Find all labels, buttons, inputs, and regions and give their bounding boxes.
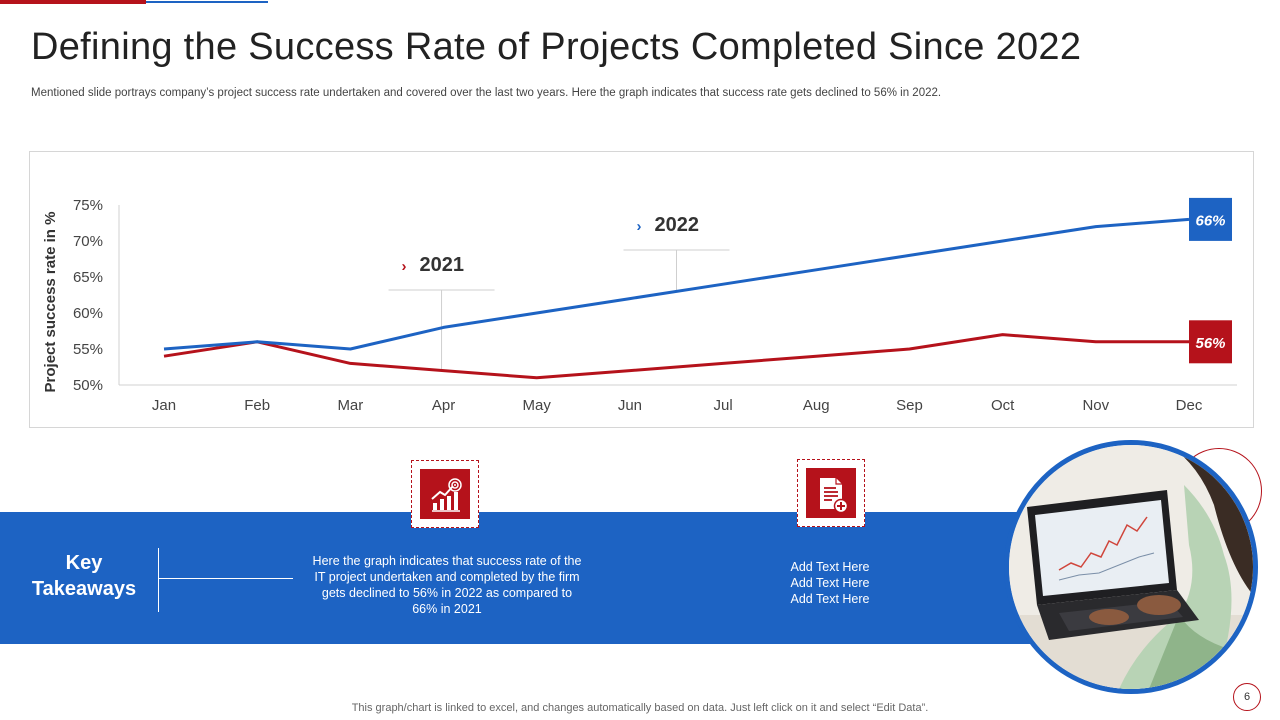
x-tick-label: Feb <box>244 397 270 414</box>
x-tick-label: Sep <box>896 397 923 414</box>
document-add-icon <box>820 478 849 514</box>
x-tick-label: Jun <box>618 397 642 414</box>
y-axis-title: Project success rate in % <box>42 212 59 393</box>
x-tick-label: Nov <box>1082 397 1109 414</box>
x-tick-label: May <box>523 397 552 414</box>
top-accent-red <box>0 0 146 4</box>
end-label-2022: 66% <box>1195 212 1225 229</box>
growth-icon-card <box>411 460 479 528</box>
series-label-2021: 2021 <box>420 254 465 276</box>
y-tick-label: 60% <box>73 305 103 322</box>
x-tick-label: Apr <box>432 397 455 414</box>
line-chart[interactable]: Project success rate in % 50% 55% 60% 65% 70… <box>30 152 1255 429</box>
divider-horizontal <box>159 578 293 579</box>
x-tick-label: Oct <box>991 397 1015 414</box>
x-tick-label: Jan <box>152 397 176 414</box>
x-tick-label: Mar <box>337 397 363 414</box>
laptop-illustration <box>1009 445 1253 689</box>
key-takeaways-heading: Key Takeaways <box>26 550 142 602</box>
x-tick-label: Dec <box>1176 397 1203 414</box>
callout-chevron-icon: › <box>402 258 407 275</box>
top-accent-blue <box>146 1 268 3</box>
slide-title: Defining the Success Rate of Projects Co… <box>31 26 1082 68</box>
y-tick-label: 55% <box>73 341 103 358</box>
takeaway-line: Add Text Here <box>790 576 870 590</box>
series-line-2021[interactable] <box>163 333 1189 380</box>
x-tick-label: Jul <box>713 397 732 414</box>
key-takeaways-heading-line1: Key <box>65 552 103 574</box>
takeaway-text-1: Here the graph indicates that success ra… <box>312 554 582 616</box>
series-label-2022: 2022 <box>655 214 700 236</box>
callout-chevron-icon: › <box>637 218 642 235</box>
photo-laptop-user <box>1004 440 1258 694</box>
y-tick-label: 50% <box>73 377 103 394</box>
page-number: 6 <box>1233 683 1261 711</box>
takeaway-line: Add Text Here <box>790 560 870 574</box>
end-label-2021: 56% <box>1195 335 1225 352</box>
slide-subtitle: Mentioned slide portrays company’s proje… <box>31 87 942 99</box>
footer-note: This graph/chart is linked to excel, and… <box>351 702 929 714</box>
x-tick-label: Aug <box>803 397 830 414</box>
divider-vertical <box>158 548 159 612</box>
series-line-2022[interactable] <box>163 217 1190 351</box>
key-takeaways-heading-line2: Takeaways <box>31 578 137 600</box>
y-tick-label: 65% <box>73 269 103 286</box>
end-label-box-2022 <box>1189 197 1232 241</box>
chart-frame[interactable]: Project success rate in % 50% 55% 60% 65% 70… <box>29 151 1254 428</box>
growth-chart-icon <box>431 478 462 512</box>
document-icon-card <box>797 459 865 527</box>
takeaway-line: Add Text Here <box>790 592 870 606</box>
end-label-box-2021 <box>1189 320 1232 364</box>
y-tick-label: 75% <box>73 197 103 214</box>
takeaway-text-2: Add Text Here Add Text Here Add Text Her… <box>760 559 900 607</box>
y-tick-label: 70% <box>73 233 103 250</box>
